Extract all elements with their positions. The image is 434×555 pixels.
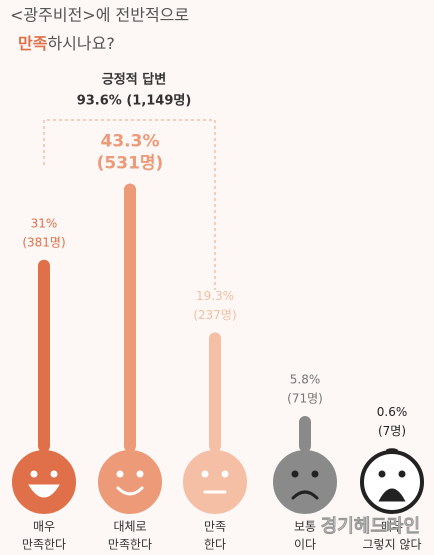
value-label: 19.3% (196, 289, 234, 303)
count-label: (531명) (97, 154, 164, 174)
x-tick-label: 대체로 (113, 520, 146, 534)
eye (116, 470, 124, 478)
count-label: (381명) (22, 235, 65, 249)
face (12, 450, 76, 514)
watermark: 경기헤드라인 (321, 516, 420, 537)
eye (311, 470, 319, 478)
bar (38, 259, 50, 452)
value-label: 43.3% (101, 132, 160, 152)
eye (50, 470, 58, 478)
mouth (291, 490, 319, 500)
count-label: (71명) (287, 392, 323, 406)
face (360, 450, 424, 514)
eye (398, 470, 406, 478)
eye (221, 470, 229, 478)
eye (291, 470, 299, 478)
eye (201, 470, 209, 478)
x-tick-label: 이다 (294, 538, 316, 552)
value-label: 31% (31, 216, 58, 230)
face (98, 450, 162, 514)
title-rest: 하시나요? (47, 34, 114, 53)
value-label: 0.6% (377, 405, 408, 419)
x-tick-label: 만족한다 (22, 538, 66, 552)
mouth (116, 486, 144, 496)
bar (299, 416, 311, 452)
eye (136, 470, 144, 478)
title-highlight: 만족 (18, 34, 48, 53)
x-tick-label: 보통 (294, 520, 316, 534)
face (273, 450, 337, 514)
x-tick-label: 매우 (381, 520, 403, 534)
x-tick-label: 만족한다 (108, 538, 152, 552)
mouth (378, 488, 406, 502)
value-label: 5.8% (290, 373, 321, 387)
bar (124, 183, 136, 453)
x-tick-label: 매우 (33, 520, 55, 534)
face (183, 450, 247, 514)
eye (30, 470, 38, 478)
x-tick-label: 그렇지 않다 (362, 537, 421, 552)
bar (209, 332, 221, 452)
title-line2: 만족하시나요? (18, 34, 115, 53)
count-label: (237명) (193, 308, 236, 322)
count-label: (7명) (378, 424, 406, 438)
bracket (43, 119, 216, 290)
x-tick-label: 한다 (204, 538, 226, 552)
eye (378, 470, 386, 478)
title-line1: <광주비전>에 전반적으로 (10, 6, 189, 25)
x-tick-label: 만족 (204, 520, 226, 534)
mouth (28, 484, 60, 498)
annotation-title: 긍정적 답변 (102, 72, 166, 88)
annotation-value: 93.6% (1,149명) (77, 93, 192, 109)
